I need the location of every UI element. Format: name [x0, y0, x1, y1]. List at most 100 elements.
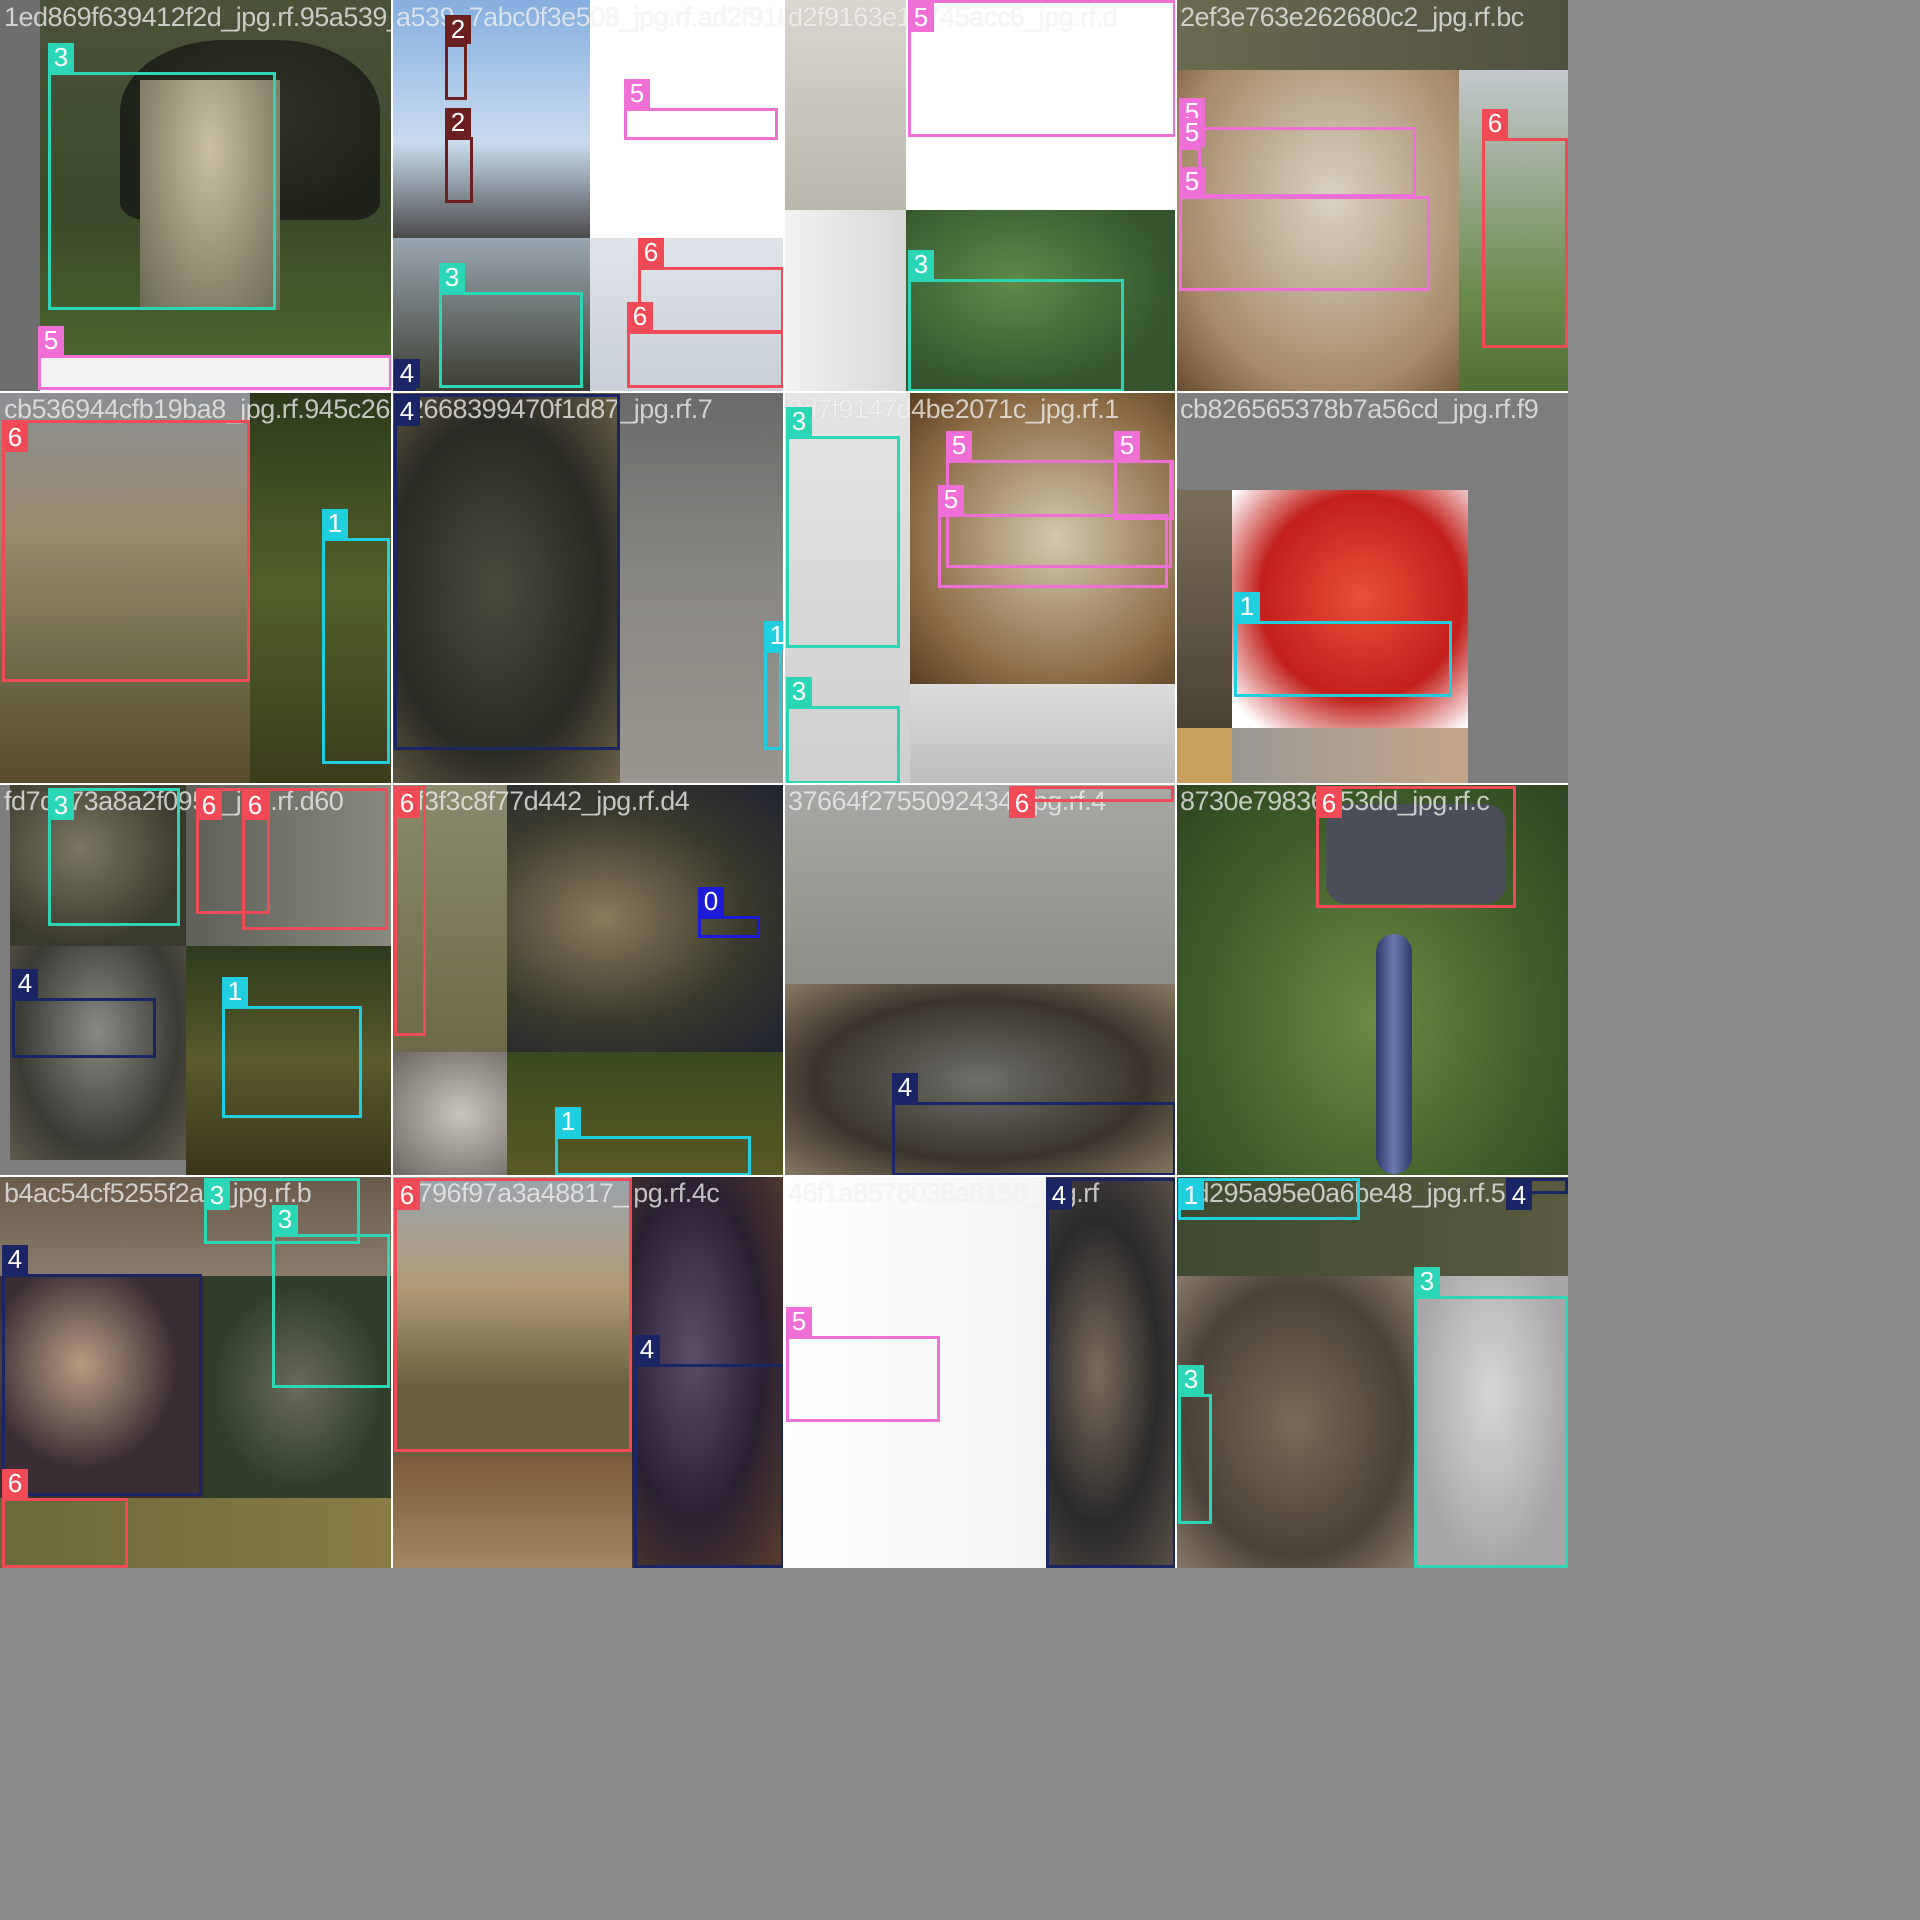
bounding-box-class-4: 4: [1506, 1178, 1568, 1210]
class-label: 4: [394, 397, 420, 426]
class-label: 4: [1506, 1181, 1532, 1210]
toy-tank-shape: [1326, 804, 1506, 904]
photo-top-strip: [1176, 1176, 1568, 1276]
mosaic-tile: 1ed869f639412f2d_jpg.rf.95a539_7abc0f3e5…: [0, 0, 392, 392]
photo-tank-desert: [0, 392, 250, 784]
bounding-box-class-5: 5: [938, 485, 1168, 588]
class-label: 2: [445, 108, 471, 137]
bounding-box-class-2: 2: [445, 15, 471, 100]
class-label: 1: [1178, 1181, 1204, 1210]
tile-filename: c2668399470f1d87_jpg.rf.7: [396, 394, 713, 424]
bounding-box-class-6: 6: [196, 788, 270, 914]
mosaic-tile: d2f9163e10745acc6_jpg.rf.d 5 3: [784, 0, 1176, 392]
tile-filename: 9d7f9147d4be2071c_jpg.rf.1: [788, 394, 1119, 424]
bounding-box-class-3: 3: [786, 407, 900, 648]
photo-gun-grip: [392, 392, 620, 784]
class-label: 4: [2, 1245, 28, 1274]
bounding-box-class-4: 4: [394, 394, 620, 750]
bounding-box-class-5: 5: [1179, 98, 1416, 197]
class-label: 6: [638, 238, 664, 267]
bounding-box-class-6: 6: [1316, 786, 1516, 908]
class-label: 3: [48, 791, 74, 820]
photo-marines: [1176, 1276, 1414, 1568]
bounding-box-class-4: 4: [2, 1245, 202, 1496]
class-label: 5: [938, 485, 964, 514]
bounding-box-class-3: 3: [272, 1205, 390, 1388]
photo-soldiers-strip: [1176, 490, 1232, 728]
photo-gray: [910, 684, 1176, 784]
bounding-box-class-1: 1: [555, 1107, 751, 1176]
mosaic-tile: 46f1a8576038a8150_jpg.rf 5 4: [784, 1176, 1176, 1568]
photo-dirt: [392, 1456, 632, 1568]
bounding-box-class-2: 2: [445, 108, 473, 203]
class-label: 5: [1114, 431, 1140, 460]
mosaic-grid: 1ed869f639412f2d_jpg.rf.95a539_7abc0f3e5…: [0, 0, 1568, 1568]
class-label: 3: [786, 677, 812, 706]
bounding-box-class-4: 4: [12, 969, 156, 1058]
photo-white-bg: [590, 0, 784, 238]
class-label: 4: [394, 359, 420, 388]
bounding-box-class-6: 6: [1482, 109, 1568, 348]
mosaic-tile: c2668399470f1d87_jpg.rf.7 4 1: [392, 392, 784, 784]
bounding-box-class-0: 0: [698, 887, 760, 938]
photo-strip-bottom: [1176, 728, 1232, 784]
photo-gun-hand: [0, 1276, 204, 1498]
bounding-box-class-6: 6: [638, 238, 784, 333]
mosaic-tile: 9d7f9147d4be2071c_jpg.rf.1 3 5 5 5 3: [784, 392, 1176, 784]
tile-filename: 5f796f97a3a48817_jpg.rf.4c: [396, 1178, 720, 1208]
photo-toy-gun: [1414, 1276, 1568, 1568]
bounding-box-class-6: 6: [394, 1178, 632, 1452]
class-label: 6: [1316, 789, 1342, 818]
grid-divider: [0, 1175, 1568, 1177]
photo-gray-fade: [784, 210, 906, 392]
letterbox-pad: [0, 0, 40, 392]
photo-tank-desert: [392, 1176, 632, 1456]
tile-filename: cb826565378b7a56cd_jpg.rf.f9: [1180, 394, 1539, 424]
class-label: 6: [394, 1181, 420, 1210]
grid-divider: [0, 391, 1568, 393]
photo-bottom-strip: [0, 1498, 392, 1568]
class-label: 0: [698, 887, 724, 916]
class-label: 5: [908, 3, 934, 32]
photo-strip-white: [40, 355, 392, 392]
bounding-box-class-4: 4: [394, 359, 420, 392]
bounding-box-class-6: 6: [627, 302, 784, 388]
mosaic-tile: b4ac54cf5255f2a0_jpg.rf.b 3 3 4 6: [0, 1176, 392, 1568]
mosaic-tile: 37664f2755092434_jpg.rf.4 6 4: [784, 784, 1176, 1176]
class-label: 5: [624, 79, 650, 108]
grid-divider: [0, 783, 1568, 785]
bounding-box-class-5: 5: [1179, 118, 1205, 184]
bounding-box-class-1: 1: [222, 977, 362, 1118]
tile-filename: 1ed869f639412f2d_jpg.rf.95a539_7abc0f3e5…: [4, 2, 392, 32]
photo-bushes: [392, 784, 507, 1052]
photo-man-scope: [784, 984, 1176, 1176]
blurred-object: [1376, 934, 1412, 1174]
tile-filename: 0ff3f3c8f77d442_jpg.rf.d4: [396, 786, 690, 816]
bounding-box-class-1: 1: [1234, 592, 1452, 697]
class-label: 3: [204, 1181, 230, 1210]
photo-white-bg: [906, 0, 1176, 210]
photo-gloves: [784, 392, 910, 784]
bounding-box-class-5: 5: [624, 79, 778, 140]
bounding-box-class-3: 3: [1178, 1365, 1212, 1524]
class-label: 4: [12, 969, 38, 998]
tile-filename: 0d295a95e0a6be48_jpg.rf.52: [1180, 1178, 1520, 1208]
class-label: 6: [394, 789, 420, 818]
mosaic-tile: a539_7abc0f3e508_jpg.rf.ad2f9163e1074522…: [392, 0, 784, 392]
photo-street-man: [620, 392, 784, 784]
bounding-box-class-6: 6: [394, 786, 426, 1036]
photo-knife-grass: [250, 392, 392, 784]
bounding-box-class-3: 3: [48, 788, 180, 926]
mosaic-tile: 2ef3e763e262680c2_jpg.rf.bc 5 5 5 6: [1176, 0, 1568, 392]
class-label: 3: [1178, 1365, 1204, 1394]
bounding-box-class-3: 3: [439, 263, 583, 388]
class-label: 3: [786, 407, 812, 436]
photo-strip-top: [1176, 0, 1568, 70]
class-label: 1: [1234, 592, 1260, 621]
class-label: 6: [2, 1469, 28, 1498]
mosaic-tile: 0d295a95e0a6be48_jpg.rf.52 1 4 3 3: [1176, 1176, 1568, 1568]
photo-soldier-small: [392, 238, 590, 392]
class-label: 6: [1009, 789, 1035, 818]
photo-sniper: [10, 946, 186, 1160]
mosaic-tile: 8730e79836253dd_jpg.rf.c6: [1176, 784, 1568, 1176]
